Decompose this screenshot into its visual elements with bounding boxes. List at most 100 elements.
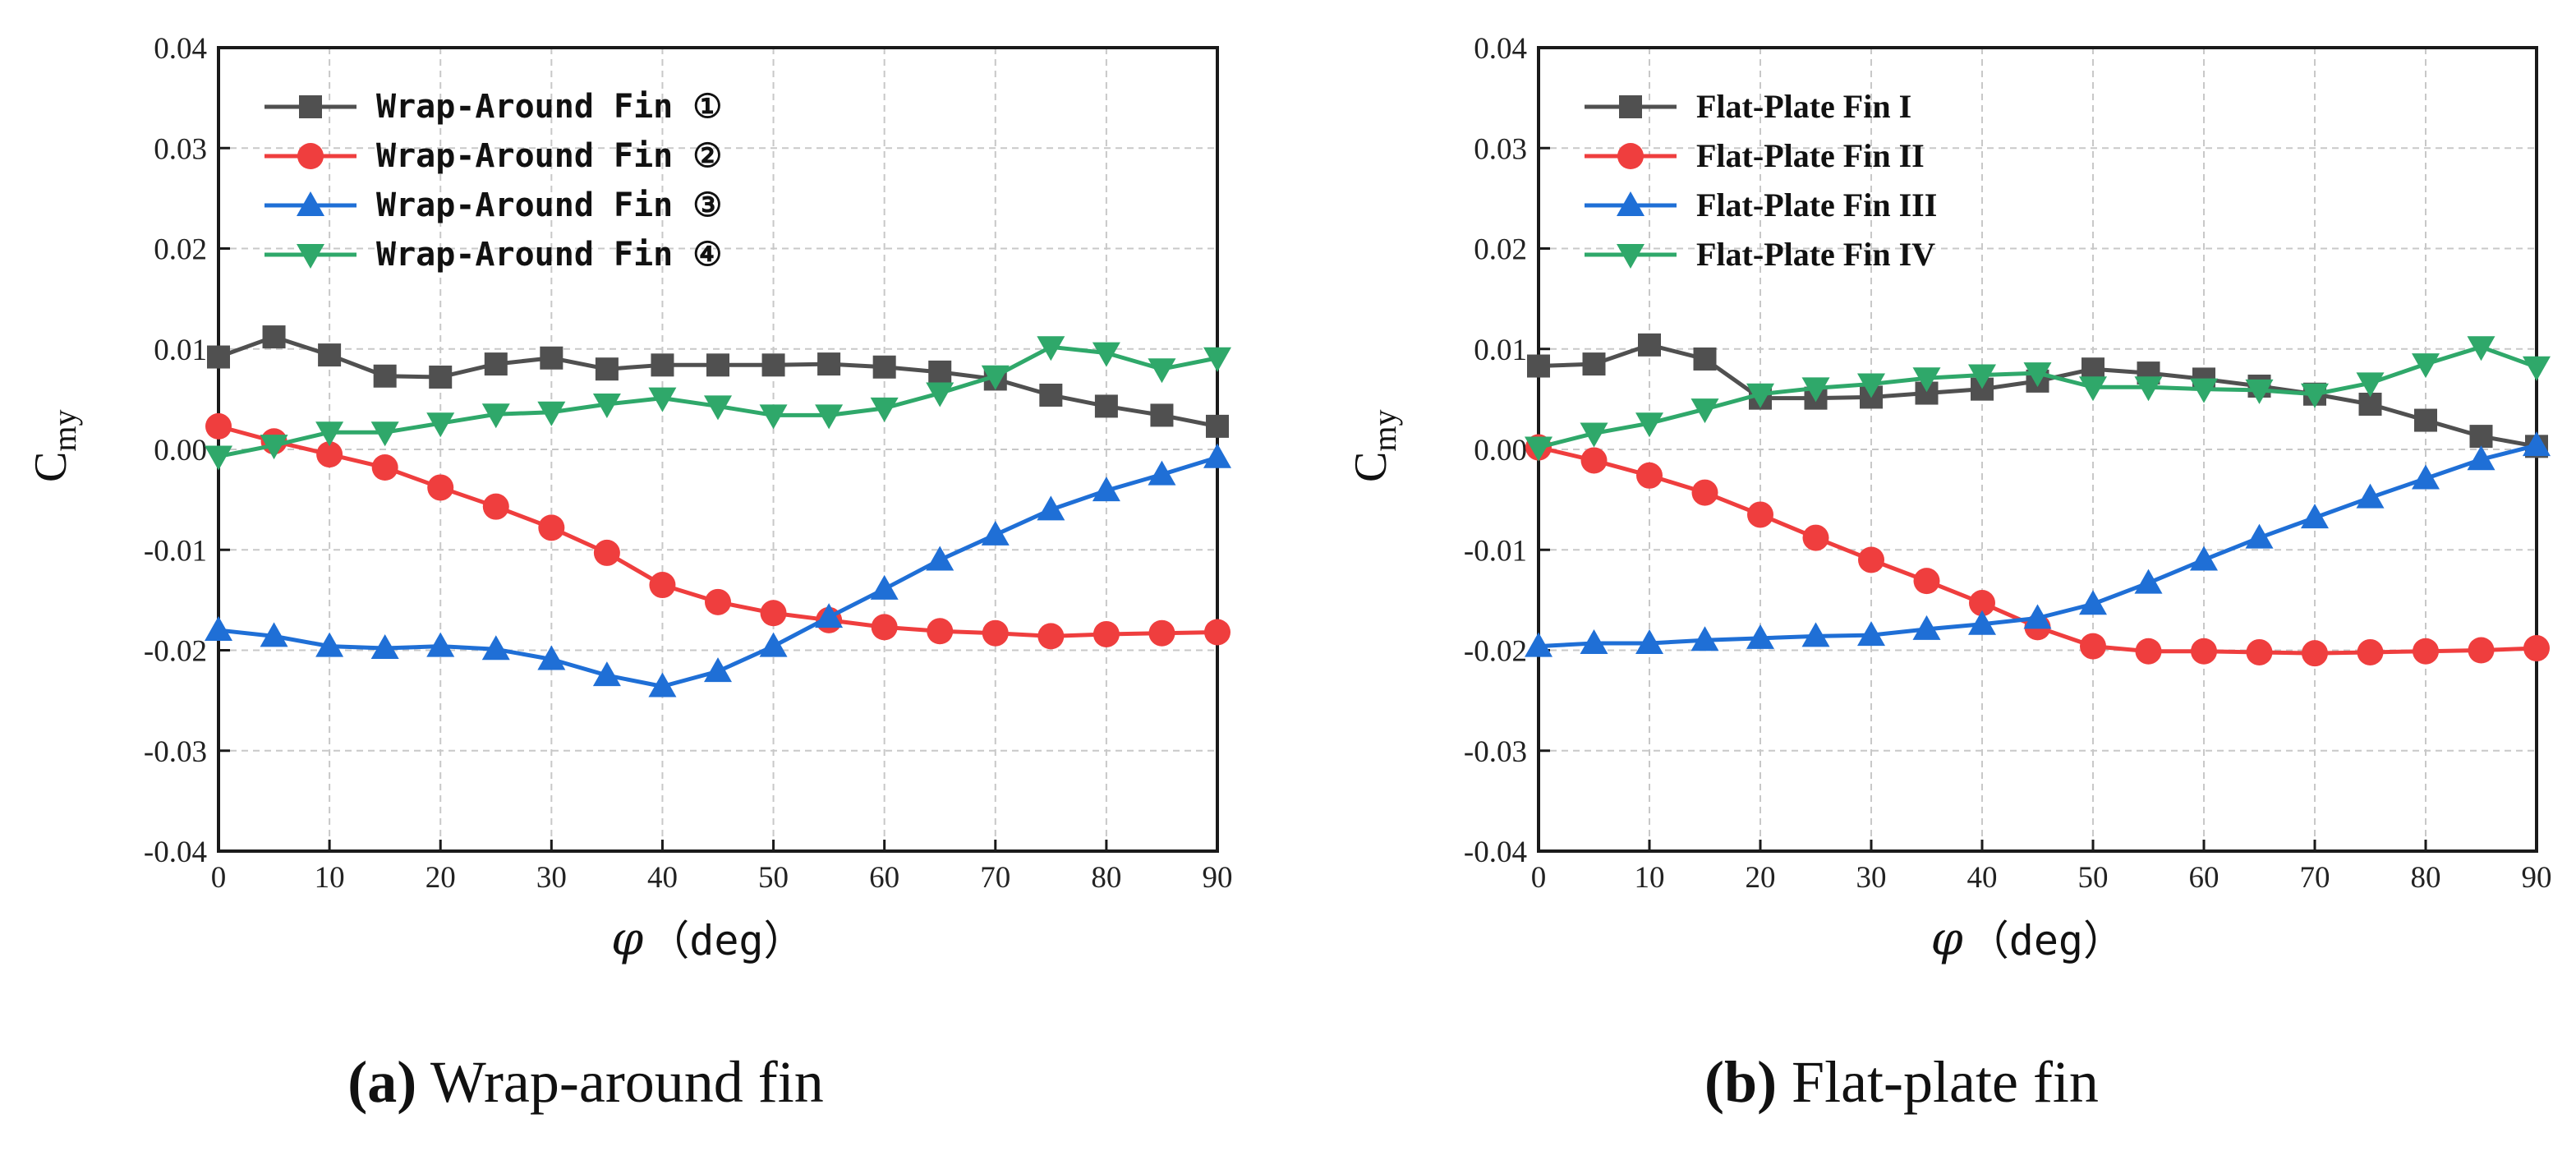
data-point [481, 635, 510, 661]
data-point [1148, 460, 1176, 486]
data-point [2191, 638, 2217, 665]
data-point [1617, 191, 1644, 216]
legend-label: Wrap-Around Fin ③ [376, 186, 722, 224]
y-axis-title: Cmy [1346, 410, 1403, 482]
legend-label: Wrap-Around Fin ④ [376, 236, 722, 274]
data-point [2413, 638, 2439, 665]
data-point [2301, 504, 2329, 529]
data-point [2079, 376, 2107, 402]
x-tick-label: 40 [1967, 861, 1998, 895]
x-tick-label: 70 [980, 861, 1010, 895]
data-point [1913, 568, 1940, 595]
data-point [1150, 403, 1174, 427]
data-point [2245, 379, 2274, 404]
data-point [815, 404, 844, 430]
data-point [649, 572, 676, 599]
data-point [2469, 425, 2493, 449]
caption-letter: (a) [347, 1049, 416, 1115]
data-point [2246, 638, 2273, 665]
x-tick-label: 60 [869, 861, 899, 895]
data-point [648, 387, 677, 412]
x-axis-title-unit: （deg） [1968, 917, 2124, 965]
x-tick-label: 0 [1531, 861, 1547, 895]
data-point [1525, 632, 1552, 657]
data-point [928, 360, 952, 384]
legend: Flat-Plate Fin I Flat-Plate Fin II Flat-Pl… [1585, 88, 1937, 273]
data-point [2245, 523, 2274, 549]
data-point [1527, 354, 1550, 378]
data-point [1969, 590, 1995, 617]
data-point [481, 403, 510, 429]
data-point [2134, 376, 2163, 402]
data-point [2301, 383, 2329, 408]
data-point [2080, 633, 2106, 660]
x-tick-label: 20 [1746, 861, 1776, 895]
data-point [1204, 619, 1230, 646]
data-point [1690, 398, 1719, 424]
data-point [1617, 244, 1644, 269]
data-point [1094, 394, 1118, 418]
y-tick-label: 0.02 [1474, 233, 1527, 267]
data-point [299, 95, 322, 118]
data-point [318, 343, 342, 367]
data-point [1912, 367, 1941, 393]
data-point [2414, 408, 2437, 432]
data-point [2467, 445, 2496, 471]
data-point [1037, 336, 1065, 361]
series-3 [205, 443, 1231, 698]
data-point [1690, 626, 1719, 651]
data-point [759, 632, 788, 657]
data-point [370, 421, 399, 447]
series-3 [1525, 431, 2551, 657]
data-point [2190, 378, 2218, 403]
data-point [482, 493, 509, 520]
x-axis-title: φ （deg） [1931, 913, 2125, 966]
data-point [870, 397, 899, 422]
data-point [1092, 342, 1120, 367]
y-tick-label: 0.00 [154, 434, 207, 467]
data-point [2134, 569, 2163, 594]
data-point [1617, 143, 1644, 169]
data-point [297, 244, 324, 269]
y-tick-label: -0.01 [1464, 534, 1527, 568]
caption-text: Flat-plate fin [1777, 1049, 2099, 1115]
data-point [2190, 546, 2218, 571]
data-point [759, 404, 788, 430]
data-point [1693, 347, 1717, 371]
y-tick-label: 0.04 [1474, 32, 1527, 66]
data-point [1691, 479, 1718, 506]
data-point [1968, 364, 1996, 389]
data-point [1801, 377, 1830, 403]
x-axis-title-unit: （deg） [648, 917, 804, 965]
data-point [1037, 623, 1065, 650]
y-tick-label: -0.02 [1464, 635, 1527, 669]
data-point [2523, 356, 2551, 381]
data-point [817, 352, 841, 376]
x-tick-label: 0 [211, 861, 227, 895]
legend-label: Flat-Plate Fin III [1696, 186, 1937, 223]
y-tick-label: 0.01 [154, 334, 207, 367]
data-point [981, 520, 1010, 546]
x-tick-label: 30 [1856, 861, 1887, 895]
y-tick-label: 0.04 [154, 32, 207, 66]
data-point [705, 588, 731, 615]
x-axis-title-symbol: φ [611, 913, 643, 966]
y-axis-title-sub: my [1366, 410, 1403, 452]
data-point [1525, 436, 1552, 462]
data-point [872, 355, 896, 379]
x-axis-title-symbol: φ [1931, 913, 1963, 966]
y-axis-title: Cmy [25, 410, 83, 482]
data-point [1148, 358, 1176, 384]
data-point [297, 191, 324, 216]
data-point [2468, 637, 2495, 664]
chart-panel-a: 0 10 20 30 40 50 60 70 80 90 -0.04 -0.03 -0.02 -0.01 0… [25, 32, 1233, 1115]
data-point [1580, 628, 1608, 654]
data-point [1580, 447, 1608, 474]
y-tick-label: -0.04 [144, 836, 207, 869]
caption-letter: (b) [1704, 1049, 1777, 1115]
data-point [871, 614, 898, 641]
x-tick-label: 10 [1635, 861, 1665, 895]
data-point [2079, 590, 2107, 615]
data-point [2467, 336, 2496, 361]
